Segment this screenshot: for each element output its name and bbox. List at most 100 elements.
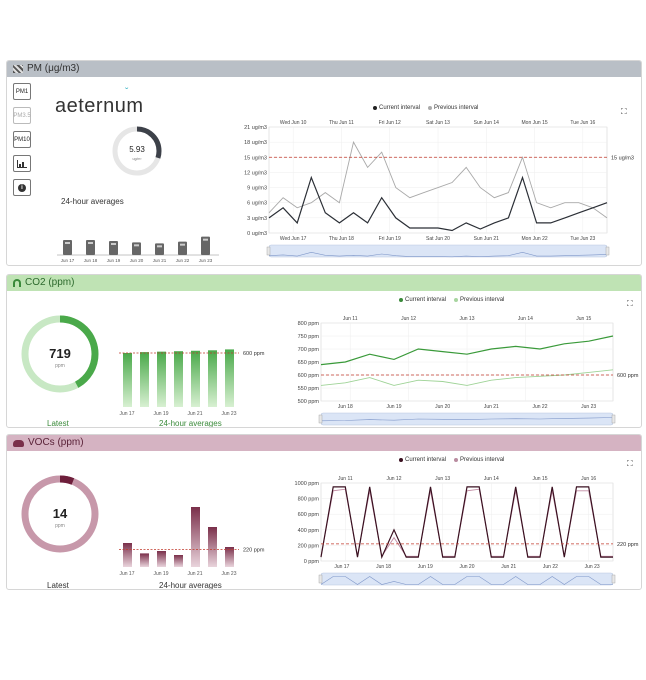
threshold-label: 15 ug/m3 [611, 155, 634, 161]
bottom-date-label: Jun 21 [484, 404, 499, 410]
bottom-date-label: Jun 17 [334, 564, 349, 570]
pm35-button[interactable]: PM3.5 [13, 107, 31, 124]
pm-bar-tick: Jun 22 [176, 258, 190, 263]
bottom-date-label: Jun 19 [386, 404, 401, 410]
top-date-label: Mon Jun 15 [522, 120, 548, 126]
top-date-label: Jun 14 [518, 316, 533, 322]
co2-header: CO2 (ppm) [7, 275, 641, 291]
avg-bar [225, 547, 234, 567]
expand-icon[interactable]: ⛶ [627, 299, 633, 308]
pm10-button[interactable]: PM10 [13, 131, 31, 148]
bottom-date-label: Sun Jun 21 [474, 236, 500, 242]
bottom-date-label: Jun 21 [501, 564, 516, 570]
pm-bar-tick: Jun 18 [84, 258, 98, 263]
pm-bar-tick: Jun 17 [61, 258, 75, 263]
legend-current[interactable]: Current interval [373, 105, 420, 111]
range-navigator [268, 244, 608, 258]
bar-chart-icon [17, 159, 27, 168]
top-date-label: Wed Jun 10 [280, 120, 307, 126]
threshold-label: 600 ppm [243, 351, 265, 357]
pm-bar [132, 242, 141, 255]
y-tick-label: 800 ppm [298, 321, 320, 327]
bottom-date-label: Jun 20 [459, 564, 474, 570]
legend-current[interactable]: Current interval [399, 457, 446, 463]
pm-panel: PM (μg/m3) PM1 PM3.5 PM10 i aeternum ˇ 5… [6, 60, 642, 266]
y-tick-label: 0 ug/m3 [247, 231, 267, 237]
pm-bar-detail [180, 243, 185, 246]
pm-bar [155, 243, 164, 255]
avg-bar [157, 351, 166, 407]
current-interval-line [268, 175, 608, 232]
co2-bar-chart: 600 ppm Jun 17 Jun 19 Jun 21 Jun 23 [119, 349, 265, 417]
current-interval-line [320, 335, 614, 366]
voc-body: 14 ppm Latest 220 ppm Jun 17 Jun 19 Jun 21 J… [7, 451, 641, 590]
pm-bar-tick: Jun 23 [199, 258, 213, 263]
voc-gauge: 14 ppm [21, 475, 99, 553]
threshold-label: 220 ppm [617, 542, 639, 548]
bottom-date-label: Jun 23 [585, 564, 600, 570]
y-tick-label: 3 ug/m3 [247, 216, 267, 222]
expand-icon[interactable]: ⛶ [621, 107, 627, 116]
bottom-date-label: Jun 18 [338, 404, 353, 410]
top-date-label: Jun 15 [532, 476, 547, 482]
y-tick-label: 750 ppm [298, 334, 320, 340]
bottom-date-label: Tue Jun 23 [570, 236, 595, 242]
y-tick-label: 12 ug/m3 [244, 170, 267, 176]
pm-gauge: 5.93 ug/m³ [112, 126, 162, 176]
y-tick-label: 200 ppm [298, 543, 320, 549]
top-date-label: Tue Jun 16 [570, 120, 595, 126]
navigator-handle-right [611, 574, 616, 584]
legend-current[interactable]: Current interval [399, 297, 446, 303]
pm1-button[interactable]: PM1 [13, 83, 31, 100]
bottom-date-label: Mon Jun 22 [522, 236, 548, 242]
y-tick-label: 800 ppm [298, 497, 320, 503]
voc-gauge-value: 14 [53, 506, 68, 521]
avg-bar [208, 350, 217, 407]
co2-panel: CO2 (ppm) 719 ppm Latest 600 ppm Jun 17 Ju… [6, 274, 642, 428]
previous-interval-line [320, 369, 614, 386]
current-interval-line [320, 486, 613, 560]
pm-bar-detail [88, 242, 93, 244]
threshold-label: 220 ppm [243, 547, 265, 553]
y-tick-label: 500 ppm [298, 399, 320, 405]
bottom-date-label: Wed Jun 17 [280, 236, 307, 242]
voc-header-title: VOCs (ppm) [28, 437, 84, 448]
pm-bar-detail [157, 245, 162, 248]
bar-tick: Jun 21 [187, 411, 202, 417]
navigator-handle-left [266, 246, 271, 256]
co2-line-chart: 800 ppm 750 ppm 700 ppm 650 ppm 600 ppm 550 p… [298, 316, 639, 426]
bottom-date-label: Thu Jun 18 [329, 236, 354, 242]
chart-icon-button[interactable] [13, 155, 31, 172]
voc-gauge-arc [21, 475, 99, 553]
legend-previous[interactable]: Previous interval [454, 457, 504, 463]
voc-latest-label: Latest [47, 581, 69, 590]
avg-bar [140, 352, 149, 407]
voc-header: VOCs (ppm) [7, 435, 641, 451]
previous-interval-line [268, 140, 608, 219]
bottom-date-label: Jun 19 [418, 564, 433, 570]
top-date-label: Jun 15 [576, 316, 591, 322]
avg-bar [208, 527, 217, 567]
legend-previous[interactable]: Previous interval [454, 297, 504, 303]
y-tick-label: 550 ppm [298, 386, 320, 392]
bottom-date-label: Jun 22 [532, 404, 547, 410]
avg-bar [157, 551, 166, 567]
info-icon: i [18, 183, 26, 192]
cloud-icon [13, 439, 24, 447]
avg-bar [123, 353, 132, 407]
bar-tick: Jun 17 [119, 571, 134, 577]
expand-icon[interactable]: ⛶ [627, 459, 633, 468]
navigator-handle-left [318, 574, 323, 584]
info-button[interactable]: i [13, 179, 31, 196]
plot-frame [320, 482, 614, 562]
logo-accent-mark: ˇ [125, 87, 129, 98]
voc-bar-chart: 220 ppm Jun 17 Jun 19 Jun 21 Jun 23 [119, 507, 265, 577]
navigator-line [268, 251, 608, 258]
y-tick-label: 400 ppm [298, 528, 320, 534]
pm-bar-detail [65, 242, 70, 244]
top-date-label: Sun Jun 14 [474, 120, 500, 126]
avg-bar [225, 349, 234, 407]
bottom-date-label: Jun 22 [543, 564, 558, 570]
legend-previous[interactable]: Previous interval [428, 105, 478, 111]
pm-gauge-unit: ug/m³ [133, 157, 143, 161]
